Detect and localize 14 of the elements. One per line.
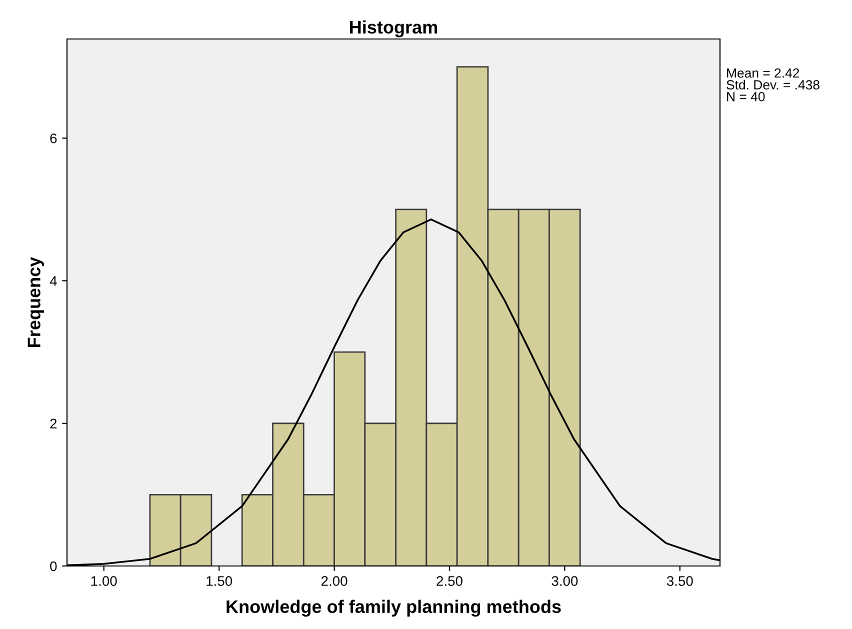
x-tick-label: 1.00 [91, 576, 117, 586]
y-tick-label: 2 [50, 418, 57, 428]
y-tick-label: 4 [50, 276, 57, 286]
x-tick-label: 3.50 [666, 576, 693, 586]
y-tick-label: 0 [50, 561, 57, 572]
x-tick-label: 2.50 [436, 576, 462, 586]
text: Mean = 2.42 Std. Dev. = .438 N = 40 [726, 68, 820, 102]
y-tick-label: 6 [50, 133, 57, 144]
x-tick-label: 2.00 [321, 576, 348, 586]
x-axis-title: Knowledge of family planning methods [226, 600, 561, 617]
x-tick-label: 1.50 [206, 576, 232, 586]
y-axis-title: Frequency [28, 256, 44, 347]
chart-title: Histogram [350, 20, 438, 38]
x-tick-label: 3.00 [552, 576, 578, 586]
